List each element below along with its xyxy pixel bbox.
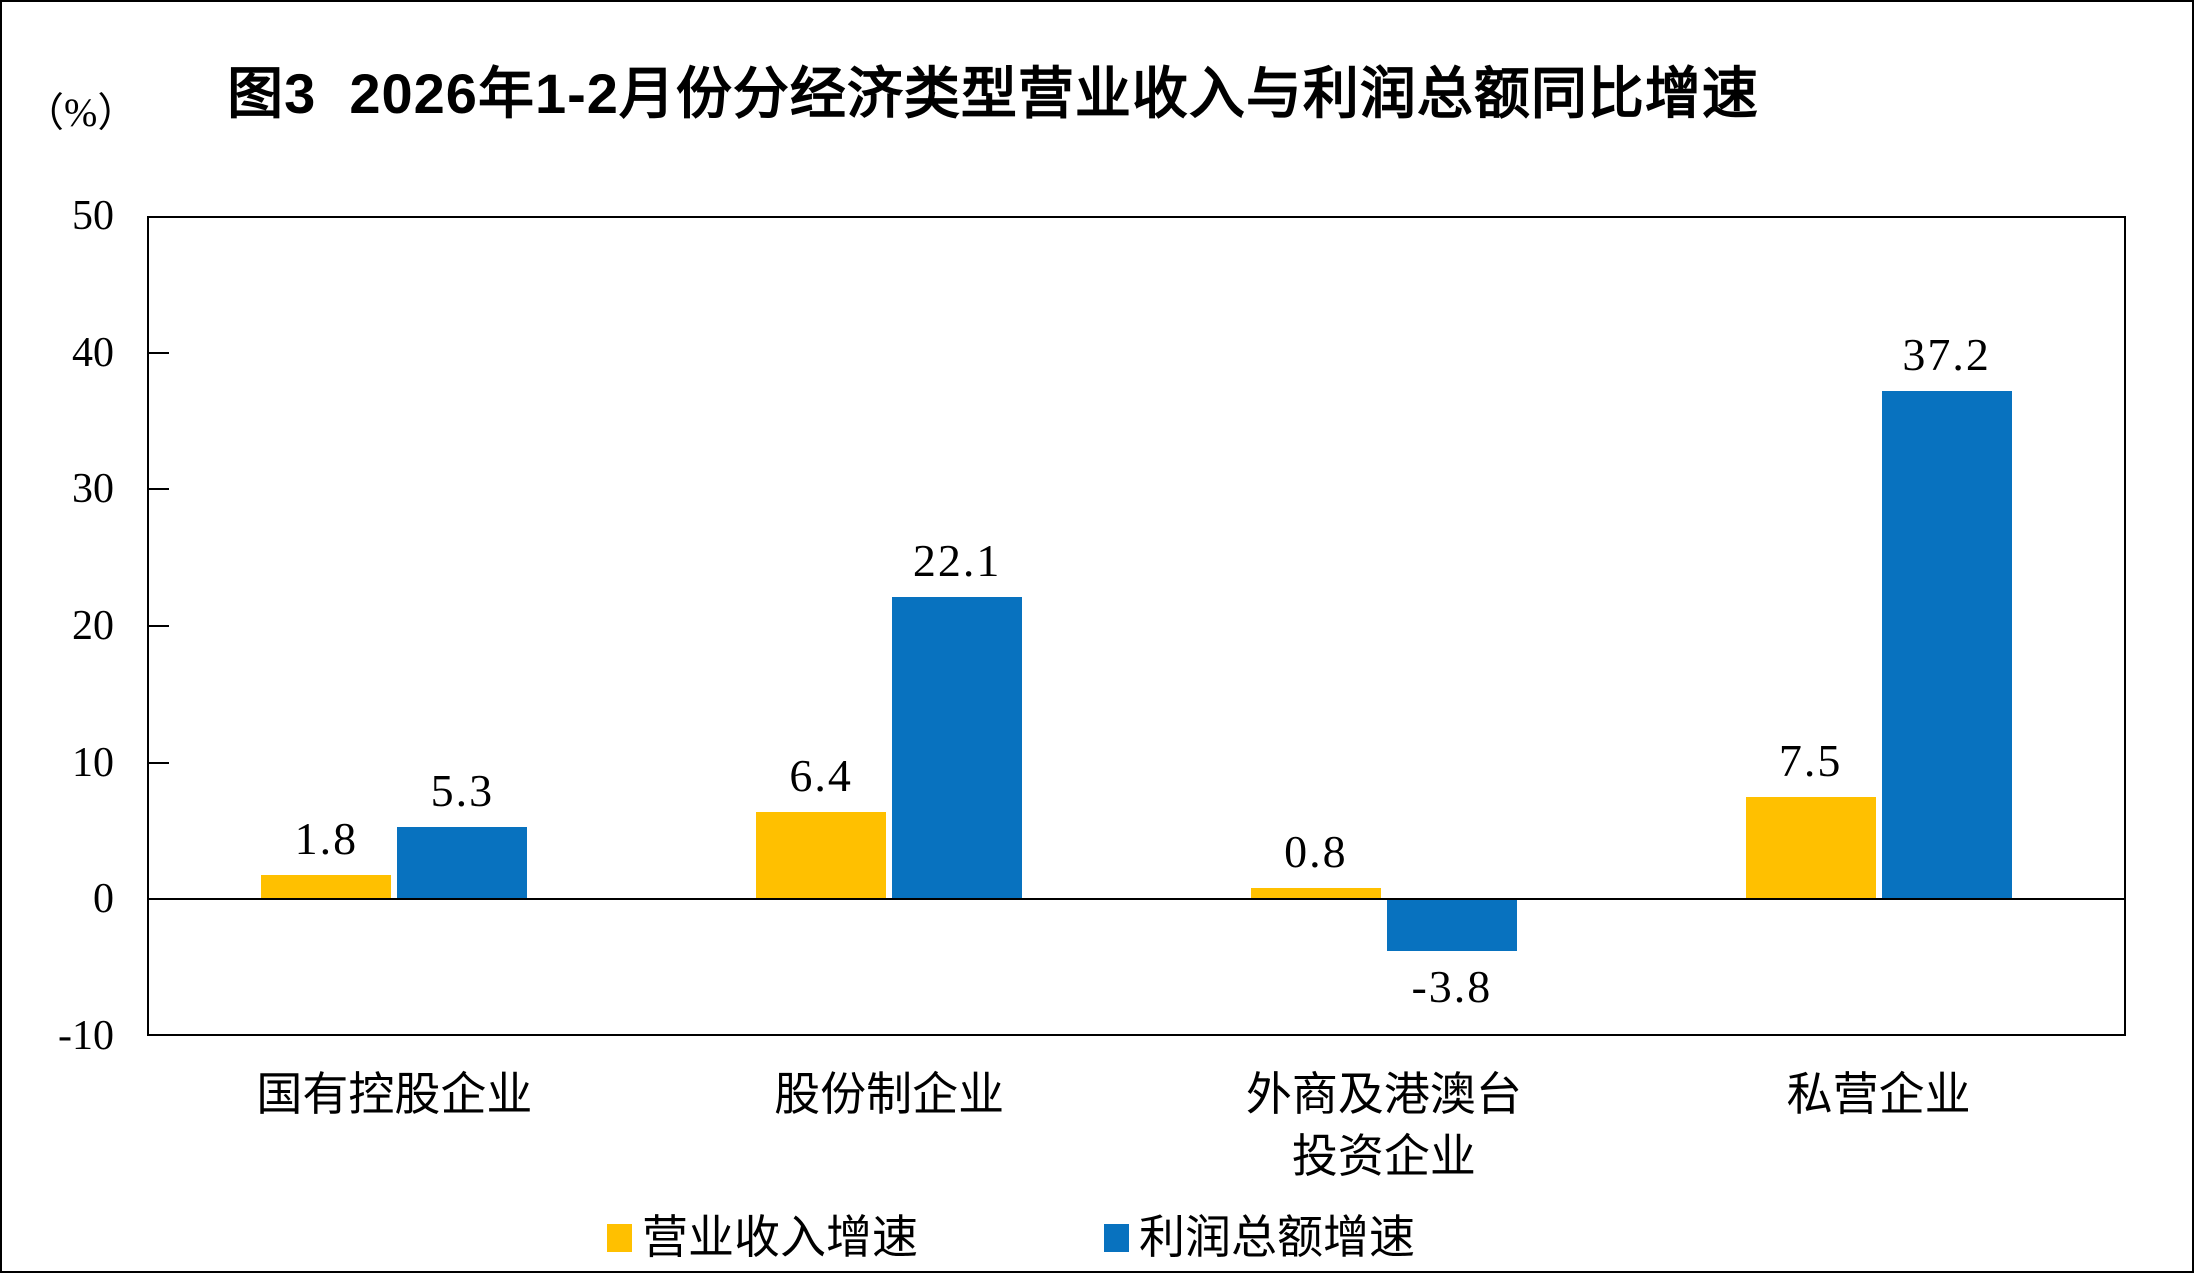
plot-area (147, 216, 2126, 1036)
y-axis-tick (149, 761, 169, 764)
category-label-line: 股份制企业 (774, 1069, 1005, 1120)
category-label-line: 国有控股企业 (256, 1069, 533, 1120)
y-tick-label: 40 (72, 329, 114, 376)
bar-利润总额增速 (1386, 899, 1517, 952)
y-tick-label: 50 (72, 193, 114, 239)
data-label: 22.1 (912, 535, 1002, 587)
bar-营业收入增速 (756, 811, 887, 900)
data-label: 7.5 (1778, 734, 1843, 786)
bar-营业收入增速 (1250, 888, 1381, 900)
legend: 营业收入增速 利润总额增速 (607, 1210, 1415, 1266)
category-label: 国有控股企业 (147, 1064, 641, 1126)
category-label-line: 投资企业 (1291, 1131, 1476, 1182)
bar-利润总额增速 (397, 826, 528, 900)
legend-label: 营业收入增速 (642, 1212, 918, 1263)
bar-营业收入增速 (1745, 796, 1876, 900)
y-tick-label: 30 (72, 466, 114, 513)
legend-label: 利润总额增速 (1139, 1212, 1415, 1263)
legend-item: 营业收入增速 (607, 1210, 918, 1266)
category-label: 外商及港澳台 投资企业 (1137, 1064, 1631, 1188)
zero-line (147, 898, 2126, 901)
bar-营业收入增速 (261, 874, 392, 900)
data-label: 6.4 (789, 749, 853, 801)
y-axis-tick (149, 625, 169, 627)
data-label: 5.3 (430, 764, 495, 816)
category-label-line: 外商及港澳台 (1245, 1069, 1522, 1120)
y-tick-label: 20 (72, 603, 114, 649)
y-axis-tick (149, 351, 169, 354)
bar-利润总额增速 (1881, 390, 2012, 900)
y-axis-tick (149, 488, 169, 491)
legend-swatch-利润总额增速 (1104, 1224, 1129, 1252)
category-label: 私营企业 (1632, 1064, 2126, 1126)
data-label: 1.8 (294, 812, 359, 864)
category-label-line: 私营企业 (1786, 1069, 1971, 1120)
y-axis-unit-label: （%） (24, 90, 138, 135)
data-label: 37.2 (1902, 328, 1991, 380)
chart-title: 图3 2026年1-2月份分经济类型营业收入与利润总额同比增速 (227, 62, 1759, 125)
data-label: -3.8 (1411, 961, 1493, 1013)
bar-利润总额增速 (892, 597, 1023, 900)
y-tick-label: -10 (58, 1013, 114, 1059)
legend-item: 利润总额增速 (1104, 1210, 1415, 1266)
legend-swatch-营业收入增速 (607, 1224, 632, 1252)
y-tick-label: 10 (72, 739, 114, 786)
data-label: 0.8 (1284, 826, 1348, 878)
category-label: 股份制企业 (642, 1064, 1136, 1126)
y-tick-label: 0 (93, 876, 114, 923)
